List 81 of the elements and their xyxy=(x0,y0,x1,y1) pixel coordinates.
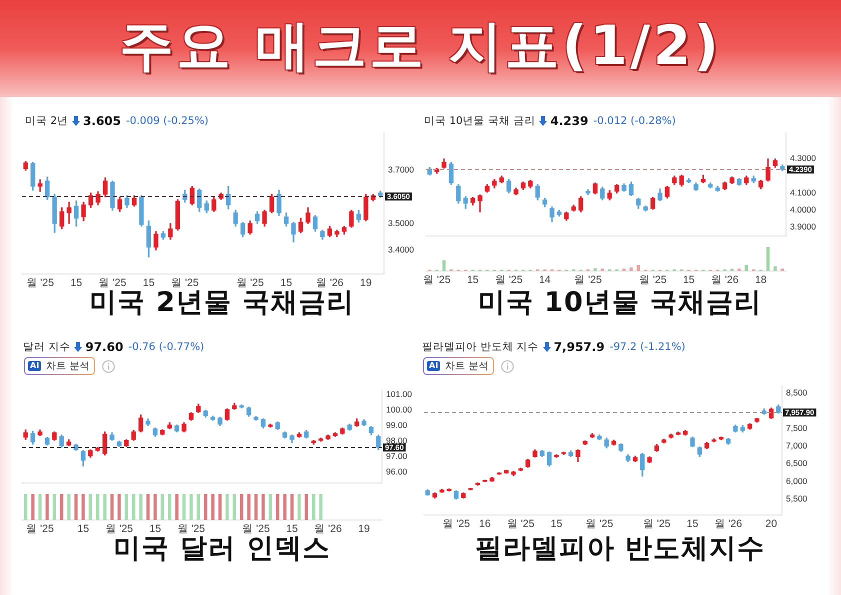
x-tick-label: 월 '25 xyxy=(506,518,535,530)
text: 주요 매크로 지표(1/2) xyxy=(118,14,722,78)
bar xyxy=(442,260,446,271)
bar xyxy=(594,268,597,271)
text: 7,957.9 xyxy=(554,340,605,354)
x-tick-label: 19 xyxy=(360,277,372,290)
bar xyxy=(766,247,770,271)
x-tick-label: 15 xyxy=(286,523,298,536)
x-tick-label: 월 '25 xyxy=(574,274,602,286)
x-tick-label: 월 '25 xyxy=(26,523,54,536)
text: -0.76 (-0.77%) xyxy=(128,340,204,354)
x-tick-label: 15 xyxy=(149,523,162,536)
text: -0.012 (-0.28%) xyxy=(593,114,676,128)
x-tick-label: 월 '25 xyxy=(242,523,270,536)
x-tick-label: 월 '25 xyxy=(105,523,134,536)
x-tick-label: 월 '25 xyxy=(26,277,54,290)
x-tick-label: 15 xyxy=(70,277,82,290)
text: -0.009 (-0.25%) xyxy=(126,114,209,128)
text: 미국 2년물 국채금리 xyxy=(90,287,354,319)
text: -97.2 (-1.21%) xyxy=(610,340,686,354)
bar xyxy=(630,267,633,271)
x-tick-label: 월 '25 xyxy=(236,277,264,290)
y-tick-label: 5,500 xyxy=(786,493,808,504)
x-tick-label: 월 '26 xyxy=(314,523,342,536)
text: 4.239 xyxy=(550,114,588,128)
x-tick-label: 월 '25 xyxy=(422,274,451,286)
x-tick-label: 월 '25 xyxy=(171,277,199,290)
x-tick-label: 월 '25 xyxy=(442,518,470,530)
text: 미국 10년물 국채금리 xyxy=(478,287,762,319)
x-tick-label: 월 '25 xyxy=(586,518,614,530)
y-tick-label: 6,000 xyxy=(786,476,808,486)
x-tick-label: 월 '25 xyxy=(638,274,667,286)
y-tick-label: 7,500 xyxy=(786,422,808,433)
x-tick-label: 15 xyxy=(466,274,479,286)
x-tick-label: 15 xyxy=(280,277,292,290)
y-tick-label: 99.00 xyxy=(386,420,408,430)
x-tick-label: 월 '26 xyxy=(316,277,344,290)
y-tick-label: 100.00 xyxy=(386,404,412,415)
text: 미국 달러 인덱스 xyxy=(114,533,330,565)
x-tick-label: 15 xyxy=(686,518,698,530)
chart-subtitle: 필라델피아 반도체 지수 xyxy=(422,340,539,354)
x-tick-label: 19 xyxy=(358,523,370,536)
y-tick-label: 97.00 xyxy=(386,450,408,461)
y-tick-label: 4.1000 xyxy=(790,187,816,198)
y-tick-label: 6,500 xyxy=(786,458,808,468)
y-tick-label: 8,500 xyxy=(786,388,808,398)
chart-subtitle: 미국 10년물 국채 금리 xyxy=(424,114,536,128)
x-tick-label: 14 xyxy=(538,274,551,286)
x-tick-label: 16 xyxy=(479,518,491,530)
y-tick-label: 3.9000 xyxy=(790,222,816,232)
x-tick-label: 월 '25 xyxy=(98,277,126,290)
x-tick-label: 15 xyxy=(142,277,155,290)
analysis-button: AI 차트 분석 xyxy=(423,357,494,375)
y-tick-label: 96.00 xyxy=(386,466,408,476)
y-tick-label: 4.3000 xyxy=(790,153,816,164)
y-tick-label: 7,000 xyxy=(786,440,808,450)
x-tick-label: 월 '26 xyxy=(710,274,739,286)
y-tick-label: 101.00 xyxy=(386,389,412,400)
x-tick-label: 월 '25 xyxy=(177,523,206,536)
analysis-button: AI 차트 분석 xyxy=(24,357,96,375)
y-tick-label: 4.0000 xyxy=(790,204,816,215)
text: 97.60 xyxy=(85,340,124,354)
y-tick-label: 3.5000 xyxy=(388,218,414,228)
y-tick-label: 3.4000 xyxy=(388,244,414,254)
x-tick-label: 월 '25 xyxy=(642,518,671,530)
x-tick-label: 15 xyxy=(550,518,562,530)
bar xyxy=(636,265,640,271)
bar xyxy=(774,266,777,271)
x-tick-label: 18 xyxy=(754,274,767,286)
y-tick-label: 3.7000 xyxy=(388,164,414,175)
x-tick-label: 월 '25 xyxy=(494,274,523,286)
text: 필라델피아 반도체지수 xyxy=(474,533,766,565)
x-tick-label: 20 xyxy=(765,518,778,530)
bar xyxy=(744,265,748,271)
chart-subtitle: 달러 지수 xyxy=(23,340,70,354)
y-tick-label: 98.00 xyxy=(386,435,408,446)
x-tick-label: 15 xyxy=(682,274,695,286)
x-tick-label: 월 '26 xyxy=(714,518,742,530)
chart-subtitle: 미국 2년 xyxy=(25,114,68,128)
text: 3.605 xyxy=(83,114,121,128)
x-tick-label: 15 xyxy=(77,523,90,536)
